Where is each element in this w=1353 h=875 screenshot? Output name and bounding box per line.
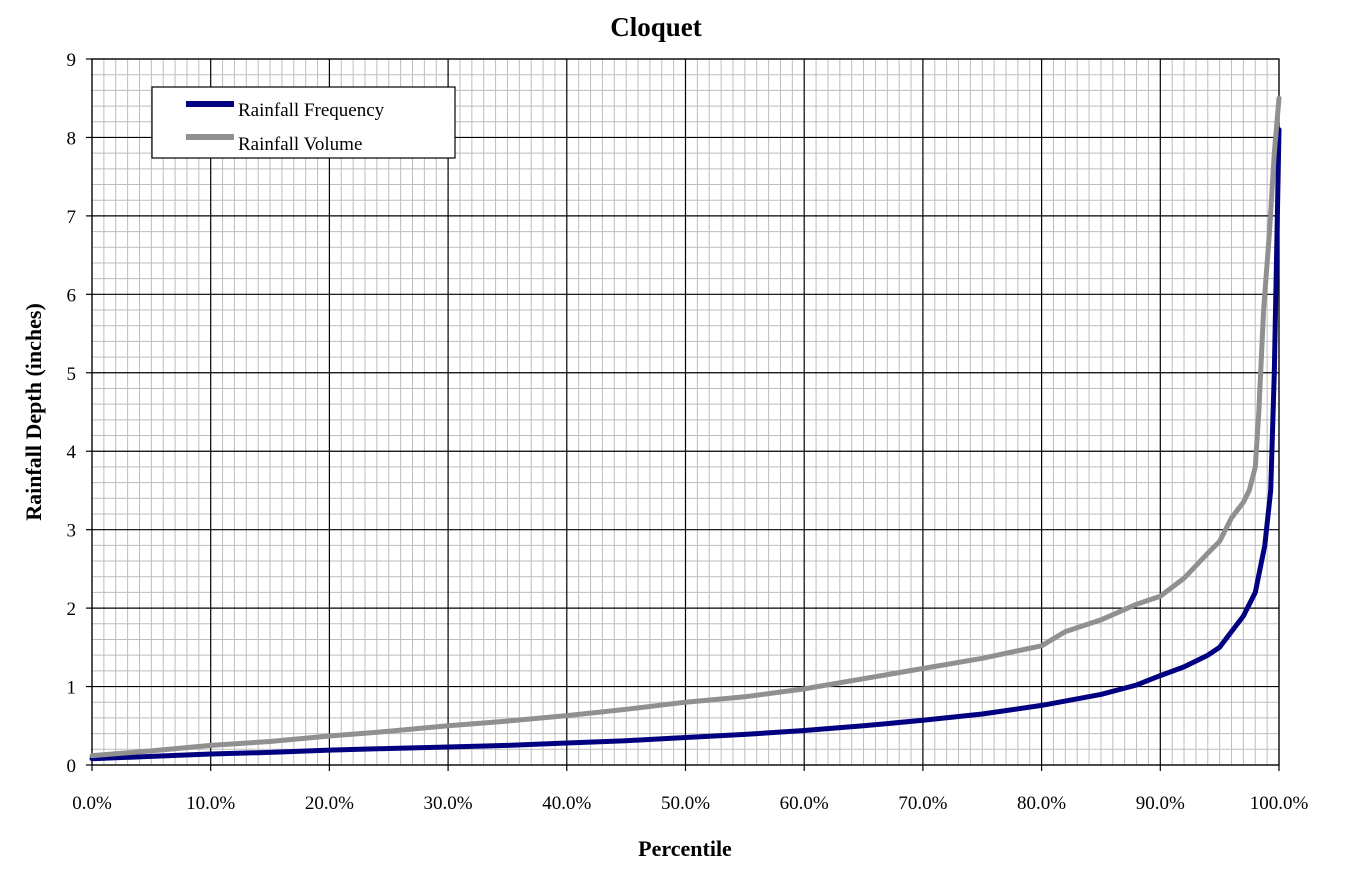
- x-axis-tick-labels: 0.0% 10.0% 20.0% 30.0% 40.0% 50.0% 60.0% 70.0% 8…: [72, 765, 1308, 814]
- y-axis-title: Rainfall Depth (inches): [21, 303, 46, 521]
- x-tick-label: 60.0%: [780, 793, 829, 814]
- y-tick-label: 7: [67, 207, 77, 228]
- x-tick-label: 50.0%: [661, 793, 710, 814]
- y-tick-label: 6: [67, 285, 77, 306]
- series-line-rainfall-frequency: [89, 127, 1282, 762]
- legend-box: [151, 86, 456, 159]
- chart-title: Cloquet: [610, 12, 702, 42]
- x-tick-label: 100.0%: [1250, 793, 1309, 814]
- legend-label-rainfall-volume: Rainfall Volume: [238, 134, 362, 155]
- y-tick-label: 1: [67, 678, 77, 699]
- y-tick-label: 8: [67, 128, 77, 149]
- y-axis-tick-labels: 0 1 2 3 4 5 6 7 8 9: [67, 50, 92, 777]
- series-lines: [89, 95, 1282, 762]
- x-axis-title: Percentile: [638, 836, 732, 861]
- y-tick-label: 5: [67, 364, 77, 385]
- x-tick-label: 40.0%: [542, 793, 591, 814]
- x-tick-label: 70.0%: [898, 793, 947, 814]
- y-tick-label: 4: [67, 442, 77, 463]
- y-tick-label: 9: [67, 50, 77, 71]
- series-line-rainfall-volume: [89, 95, 1282, 759]
- y-tick-label: 3: [67, 521, 77, 542]
- y-tick-label: 0: [67, 756, 77, 777]
- x-tick-label: 10.0%: [186, 793, 235, 814]
- x-tick-label: 30.0%: [424, 793, 473, 814]
- x-tick-label: 0.0%: [72, 793, 112, 814]
- legend: Rainfall Frequency Rainfall Volume: [151, 86, 456, 159]
- legend-label-rainfall-frequency: Rainfall Frequency: [238, 100, 385, 121]
- y-tick-label: 2: [67, 599, 77, 620]
- x-tick-label: 90.0%: [1136, 793, 1185, 814]
- x-tick-label: 80.0%: [1017, 793, 1066, 814]
- x-tick-label: 20.0%: [305, 793, 354, 814]
